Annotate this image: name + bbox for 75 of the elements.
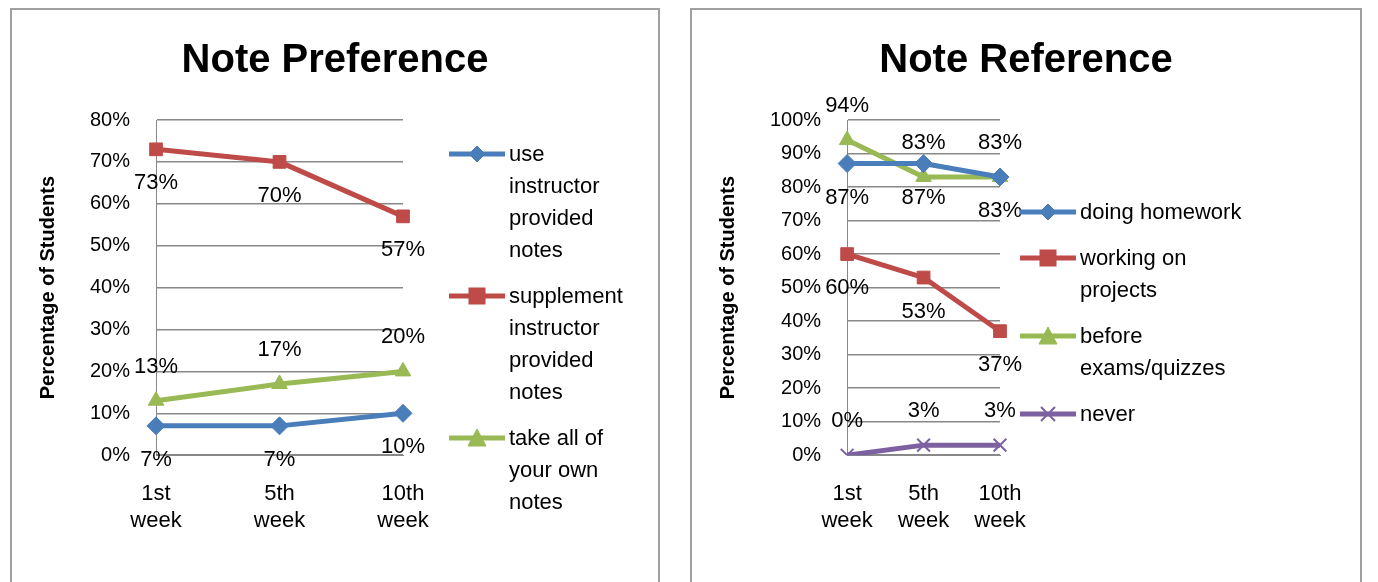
y-tick-label: 0% — [101, 442, 131, 465]
y-tick-label: 20% — [90, 358, 131, 381]
data-label: 87% — [901, 183, 946, 209]
chart-title: Note Preference — [180, 36, 490, 81]
legend-label: doing homework — [1080, 198, 1242, 226]
point — [916, 270, 931, 285]
legend-label: before exams/quizzes — [1080, 322, 1227, 382]
y-tick-label: 100% — [770, 107, 822, 130]
x-tick-label: 5th week — [252, 480, 307, 532]
data-label: 20% — [380, 323, 426, 349]
x-tick-label: 1st week — [820, 480, 874, 532]
data-label: 83% — [901, 129, 946, 155]
data-label: 13% — [134, 352, 179, 378]
data-label: 83% — [977, 129, 1023, 155]
point — [914, 154, 934, 174]
point — [394, 361, 412, 377]
legend-label: use instructor provided notes — [509, 140, 601, 264]
y-tick-label: 10% — [781, 409, 822, 432]
point — [147, 391, 165, 406]
y-tick-label: 70% — [781, 208, 822, 231]
y-tick-label: 30% — [781, 342, 822, 365]
y-tick-label: 50% — [90, 233, 131, 256]
data-label: 0% — [831, 407, 864, 433]
data-label: 53% — [901, 297, 946, 323]
data-label: 10% — [380, 433, 426, 459]
y-tick-label: 90% — [781, 141, 822, 164]
point — [396, 209, 410, 224]
legend-label: supplement instructor provided notes — [509, 282, 624, 406]
data-label: 94% — [825, 92, 870, 118]
y-tick-label: 60% — [781, 241, 822, 264]
y-tick-label: 30% — [90, 317, 131, 340]
y-tick-label: 20% — [781, 375, 822, 398]
data-label: 57% — [380, 236, 426, 262]
point — [149, 142, 163, 157]
x-tick-label: 1st week — [129, 480, 183, 532]
data-label: 3% — [907, 397, 940, 423]
point — [990, 167, 1010, 187]
data-label: 37% — [977, 351, 1023, 377]
point — [993, 324, 1007, 339]
chart-title: Note Reference — [878, 36, 1174, 81]
data-label: 60% — [825, 274, 870, 300]
y-tick-label: 80% — [90, 107, 131, 130]
x-tick-label: 10th week — [376, 480, 430, 532]
x-tick-label: 5th week — [896, 480, 951, 532]
y-tick-label: 10% — [90, 400, 131, 423]
legend-label: never — [1080, 400, 1136, 428]
legend-label: take all of your own notes — [509, 424, 605, 516]
point — [146, 416, 166, 436]
data-label: 17% — [257, 336, 302, 362]
point — [992, 437, 1008, 453]
data-label: 70% — [257, 181, 302, 207]
data-label: 83% — [977, 197, 1023, 223]
y-tick-label: 80% — [781, 174, 822, 197]
y-tick-label: 50% — [781, 275, 822, 298]
point — [837, 154, 857, 174]
point — [840, 247, 855, 261]
y-tick-label: 0% — [792, 442, 822, 465]
y-tick-label: 40% — [781, 308, 822, 331]
y-tick-label: 60% — [90, 191, 131, 214]
data-label: 7% — [140, 445, 172, 471]
point — [272, 155, 287, 169]
point — [393, 403, 413, 423]
point — [916, 437, 931, 453]
point — [270, 416, 290, 436]
data-label: 73% — [134, 169, 179, 195]
data-label: 3% — [984, 397, 1016, 423]
x-tick-label: 10th week — [973, 480, 1027, 532]
y-tick-label: 40% — [90, 275, 131, 298]
legend-label: working on projects — [1080, 244, 1188, 304]
y-axis-title: Percentage of Students — [715, 175, 738, 400]
point — [271, 374, 288, 389]
y-axis-title: Percentage of Students — [35, 175, 58, 400]
data-label: 87% — [825, 183, 870, 209]
y-tick-label: 70% — [90, 149, 131, 172]
data-label: 7% — [263, 445, 296, 471]
